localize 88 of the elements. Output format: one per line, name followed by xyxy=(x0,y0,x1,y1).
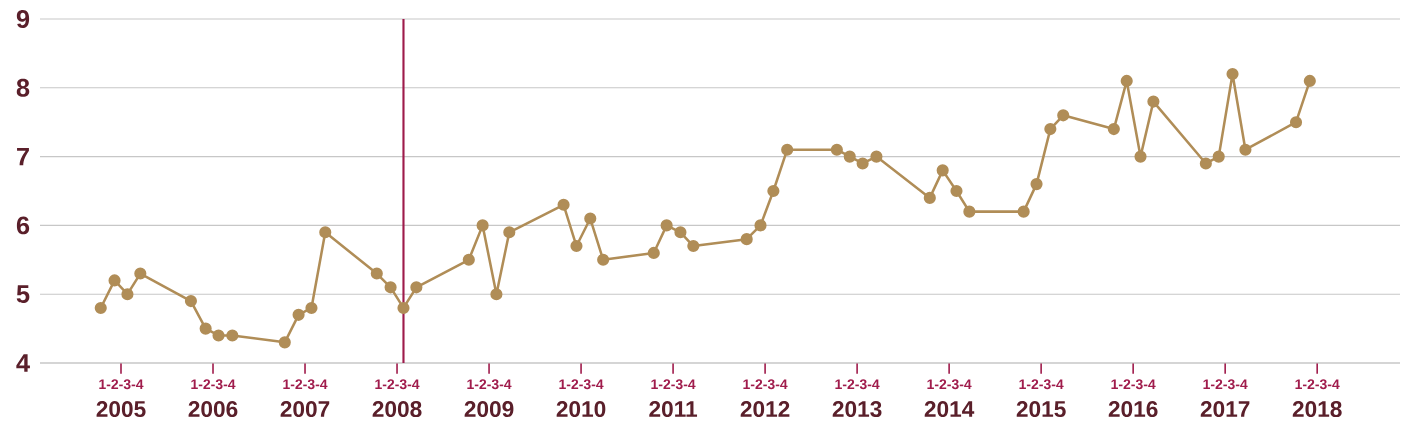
x-tick-label: 2011 xyxy=(649,401,698,418)
x-tick-label: 2012 xyxy=(740,401,790,418)
x-tick-label: 2005 xyxy=(96,401,146,418)
point xyxy=(1239,143,1252,157)
y-tick-label: 5 xyxy=(16,285,30,304)
point xyxy=(397,302,410,315)
point xyxy=(1212,150,1225,163)
text: 1-2-3-4 xyxy=(559,379,604,390)
point xyxy=(570,240,583,253)
x-tick-label: 2014 xyxy=(924,401,975,418)
y-tick-label: 6 xyxy=(16,216,30,235)
point xyxy=(870,150,883,163)
x-tick-label: 2009 xyxy=(464,401,514,418)
point xyxy=(278,336,291,349)
point xyxy=(1303,75,1316,88)
point xyxy=(1289,116,1303,129)
point xyxy=(740,233,753,246)
point xyxy=(936,164,949,177)
y-tick-label: 8 xyxy=(16,79,30,97)
point xyxy=(843,150,856,163)
point xyxy=(767,185,780,198)
point xyxy=(1199,157,1212,170)
point xyxy=(1057,109,1070,122)
point xyxy=(462,253,475,267)
text: 1-2-3-4 xyxy=(467,379,512,390)
text: 1-2-3-4 xyxy=(1203,379,1248,390)
x-tick-label: 2016 xyxy=(1108,401,1158,418)
point xyxy=(754,219,767,232)
text: 1-2-3-4 xyxy=(375,379,420,390)
point xyxy=(674,226,687,239)
point xyxy=(1017,205,1030,218)
point xyxy=(1107,123,1120,136)
point xyxy=(557,198,570,212)
text: 1-2-3-4 xyxy=(927,379,972,390)
point xyxy=(490,288,503,301)
point xyxy=(950,185,963,198)
x-tick-label: 2018 xyxy=(1292,401,1342,418)
y-tick-label: 7 xyxy=(17,148,29,166)
point xyxy=(597,253,610,267)
text: 1-2-3-4 xyxy=(651,379,696,390)
x-tick-label: 2013 xyxy=(832,401,882,418)
point xyxy=(134,267,147,280)
text: 1-2-3-4 xyxy=(191,379,236,390)
point xyxy=(212,329,225,342)
point xyxy=(108,274,121,287)
text: 1-2-3-4 xyxy=(283,379,328,390)
point xyxy=(305,302,318,315)
point xyxy=(1134,150,1147,163)
x-tick-label: 2008 xyxy=(372,401,422,418)
text: 1-2-3-4 xyxy=(1019,379,1064,390)
point xyxy=(1044,123,1057,136)
point xyxy=(503,226,516,239)
text: 1-2-3-4 xyxy=(743,379,788,390)
point xyxy=(781,143,794,157)
point xyxy=(584,212,597,225)
text: 1-2-3-4 xyxy=(835,379,880,390)
point xyxy=(319,226,332,239)
y-tick-label: 4 xyxy=(16,354,30,372)
point xyxy=(647,247,660,260)
x-tick-label: 2007 xyxy=(280,401,330,418)
text: 1-2-3-4 xyxy=(1295,379,1340,390)
point xyxy=(384,281,397,294)
point xyxy=(199,322,212,335)
x-tick-label: 2017 xyxy=(1200,401,1250,418)
point xyxy=(184,295,197,308)
point xyxy=(1147,95,1160,108)
point xyxy=(923,192,936,205)
point xyxy=(94,302,107,315)
point xyxy=(226,329,239,342)
text: 1-2-3-4 xyxy=(99,379,144,390)
y-tick-label: 9 xyxy=(16,10,30,29)
point xyxy=(687,240,700,253)
point xyxy=(830,143,843,157)
point xyxy=(121,288,134,301)
point xyxy=(410,281,423,294)
point xyxy=(476,219,489,232)
point xyxy=(1226,68,1239,81)
x-tick-label: 2015 xyxy=(1016,401,1066,418)
x-tick-label: 2006 xyxy=(188,401,238,418)
point xyxy=(660,219,673,232)
point xyxy=(1030,178,1043,191)
point xyxy=(1120,75,1133,88)
point xyxy=(963,205,976,218)
x-tick-label: 2010 xyxy=(556,401,606,418)
point xyxy=(370,267,383,280)
text: 1-2-3-4 xyxy=(1111,379,1156,390)
point xyxy=(856,157,869,170)
point xyxy=(292,308,305,322)
